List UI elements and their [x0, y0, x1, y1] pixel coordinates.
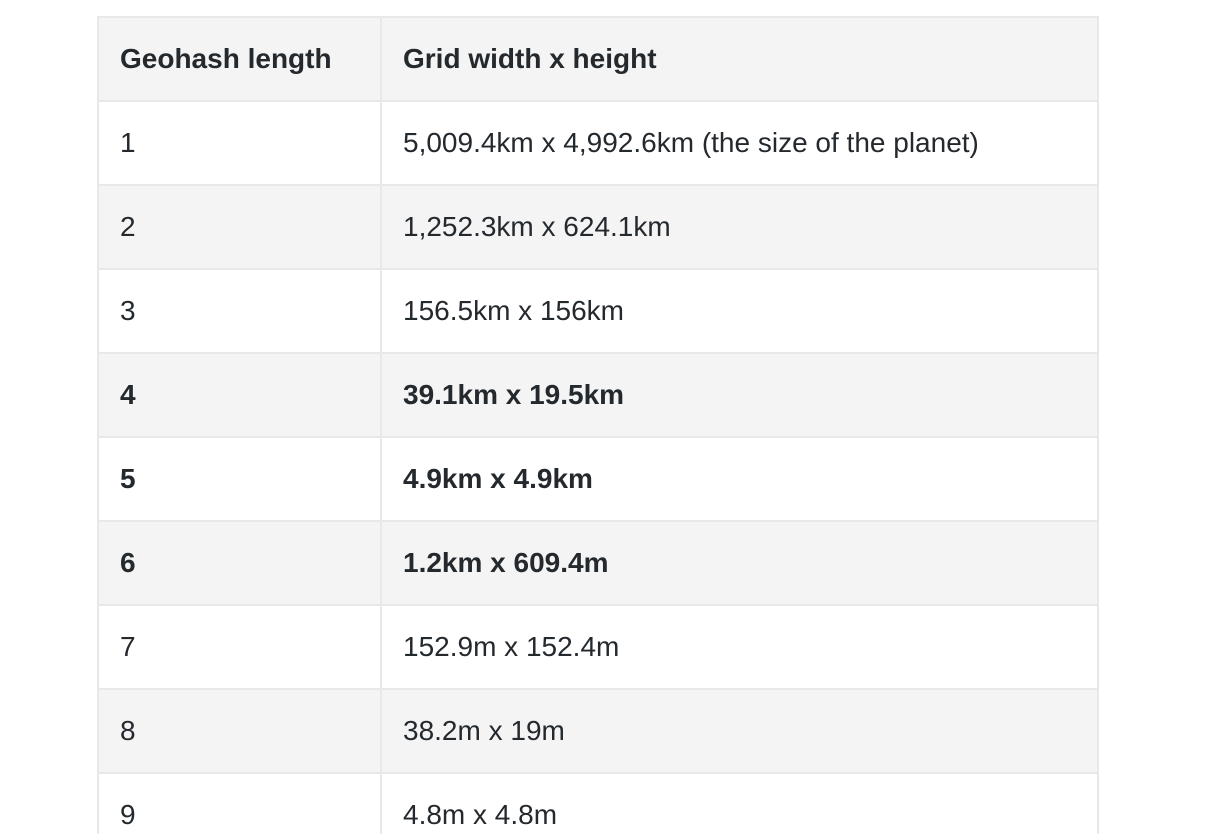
table-row: 7 152.9m x 152.4m	[97, 604, 1099, 690]
cell-geohash-length: 8	[97, 688, 382, 774]
header-geohash-length: Geohash length	[97, 16, 382, 102]
cell-geohash-length: 6	[97, 520, 382, 606]
table-row: 3 156.5km x 156km	[97, 268, 1099, 354]
cell-geohash-length: 9	[97, 772, 382, 834]
cell-geohash-length: 3	[97, 268, 382, 354]
table-header-row: Geohash length Grid width x height	[97, 16, 1099, 102]
cell-geohash-length: 1	[97, 100, 382, 186]
table-row: 2 1,252.3km x 624.1km	[97, 184, 1099, 270]
cell-grid-size: 4.8m x 4.8m	[380, 772, 1099, 834]
cell-grid-size: 4.9km x 4.9km	[380, 436, 1099, 522]
cell-grid-size: 156.5km x 156km	[380, 268, 1099, 354]
cell-grid-size: 1.2km x 609.4m	[380, 520, 1099, 606]
geohash-table-container: Geohash length Grid width x height 1 5,0…	[97, 16, 1099, 834]
cell-geohash-length: 2	[97, 184, 382, 270]
table-row: 5 4.9km x 4.9km	[97, 436, 1099, 522]
cell-grid-size: 5,009.4km x 4,992.6km (the size of the p…	[380, 100, 1099, 186]
table-row: 1 5,009.4km x 4,992.6km (the size of the…	[97, 100, 1099, 186]
table-row: 8 38.2m x 19m	[97, 688, 1099, 774]
cell-geohash-length: 4	[97, 352, 382, 438]
cell-geohash-length: 7	[97, 604, 382, 690]
table-row: 6 1.2km x 609.4m	[97, 520, 1099, 606]
table-body: 1 5,009.4km x 4,992.6km (the size of the…	[97, 100, 1099, 834]
geohash-table: Geohash length Grid width x height 1 5,0…	[97, 16, 1099, 834]
cell-grid-size: 152.9m x 152.4m	[380, 604, 1099, 690]
cell-geohash-length: 5	[97, 436, 382, 522]
table-row: 4 39.1km x 19.5km	[97, 352, 1099, 438]
cell-grid-size: 1,252.3km x 624.1km	[380, 184, 1099, 270]
header-grid-size: Grid width x height	[380, 16, 1099, 102]
cell-grid-size: 38.2m x 19m	[380, 688, 1099, 774]
table-row: 9 4.8m x 4.8m	[97, 772, 1099, 834]
cell-grid-size: 39.1km x 19.5km	[380, 352, 1099, 438]
